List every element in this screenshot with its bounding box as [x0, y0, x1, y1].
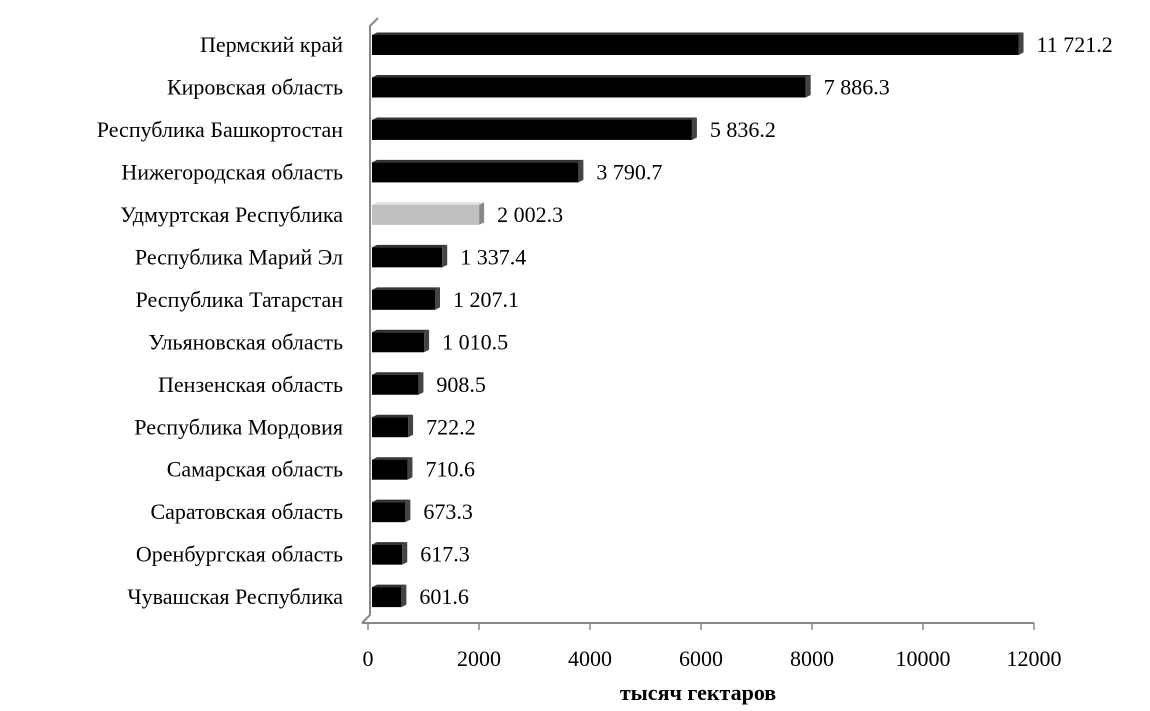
- bar: [372, 502, 406, 523]
- bar-top: [372, 542, 408, 545]
- bar: [372, 77, 806, 98]
- value-label: 617.3: [420, 542, 470, 567]
- y-tick-label: Оренбургская область: [136, 542, 343, 567]
- bar: [372, 459, 408, 480]
- bar-cap: [434, 287, 440, 310]
- x-tick-label: 0: [363, 646, 374, 671]
- value-label: 7 886.3: [824, 75, 890, 100]
- bar: [372, 417, 409, 438]
- value-label: 2 002.3: [497, 202, 563, 227]
- bar-top: [372, 372, 424, 375]
- value-label: 908.5: [436, 372, 486, 397]
- bar-top: [372, 244, 448, 248]
- y-tick-label: Республика Татарстан: [136, 287, 344, 312]
- x-tick-label: 10000: [896, 646, 951, 671]
- axis-wall: [361, 17, 379, 624]
- bar-top: [372, 457, 413, 460]
- y-tick-label: Кировская область: [167, 75, 343, 100]
- bar: [372, 204, 480, 225]
- value-label: 710.6: [425, 457, 475, 482]
- y-tick-label: Самарская область: [167, 457, 343, 482]
- value-label: 1 337.4: [460, 244, 526, 269]
- value-label: 3 790.7: [596, 159, 662, 184]
- bar: [372, 119, 692, 140]
- value-label: 1 207.1: [453, 287, 519, 312]
- bar-cap: [418, 372, 424, 395]
- x-tick-label: 4000: [568, 646, 612, 671]
- x-tick-label: 12000: [1007, 646, 1062, 671]
- bar-top: [372, 159, 584, 163]
- bar-top: [372, 287, 440, 290]
- y-tick-label: Республика Мордовия: [134, 414, 343, 439]
- value-label: 11 721.2: [1037, 32, 1113, 57]
- bar-cap: [408, 414, 414, 438]
- value-label: 601.6: [419, 584, 469, 609]
- bar-cap: [805, 74, 811, 98]
- bar: [372, 544, 403, 565]
- bar-top: [372, 414, 414, 418]
- bar: [372, 332, 425, 353]
- bar: [372, 162, 579, 183]
- y-tick-label: Удмуртская Республика: [120, 202, 343, 227]
- bar-top: [372, 74, 811, 78]
- y-tick-label: Чувашская Республика: [127, 584, 343, 609]
- bar-top: [372, 202, 485, 205]
- bar-top: [372, 117, 697, 120]
- y-tick-label: Нижегородская область: [121, 159, 343, 184]
- y-tick-label: Республика Марий Эл: [135, 244, 343, 269]
- y-tick-label: Республика Башкортостан: [97, 117, 343, 142]
- bar-cap: [578, 159, 584, 183]
- y-tick-label: Ульяновская область: [148, 329, 343, 354]
- bar: [372, 35, 1019, 55]
- bar-top: [372, 584, 407, 588]
- bar-cap: [402, 542, 408, 565]
- bar-cap: [405, 499, 411, 523]
- y-tick-label: Саратовская область: [150, 499, 343, 524]
- bar: [372, 374, 419, 395]
- bar-cap: [1018, 32, 1024, 55]
- bar-top: [372, 329, 430, 333]
- value-label: 673.3: [423, 499, 473, 524]
- bar: [372, 587, 402, 608]
- bar-cap: [401, 584, 407, 608]
- x-axis-title: тысяч гектаров: [620, 680, 776, 705]
- bar-top: [372, 499, 411, 503]
- bar-cap: [691, 117, 697, 140]
- x-tick-label: 2000: [457, 646, 501, 671]
- bar-cap: [479, 202, 485, 225]
- x-tick-label: 8000: [790, 646, 834, 671]
- bar-cap: [407, 457, 413, 480]
- value-label: 722.2: [426, 414, 476, 439]
- bar-top: [372, 32, 1024, 35]
- value-label: 5 836.2: [710, 117, 776, 142]
- x-tick-label: 6000: [679, 646, 723, 671]
- value-label: 1 010.5: [442, 329, 508, 354]
- bar-cap: [424, 329, 430, 353]
- bar: [372, 247, 443, 268]
- y-tick-label: Пермский край: [200, 32, 343, 57]
- bar: [372, 289, 435, 310]
- bar-cap: [442, 244, 448, 268]
- y-tick-label: Пензенская область: [158, 372, 343, 397]
